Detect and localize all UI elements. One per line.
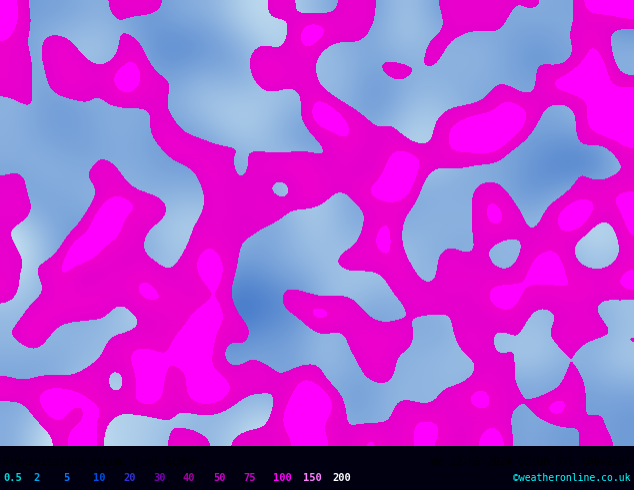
Text: 150: 150 <box>303 473 321 483</box>
Text: 0.5: 0.5 <box>3 473 22 483</box>
Text: 100: 100 <box>273 473 292 483</box>
Text: Precipitation accum. [mm] ECMWF: Precipitation accum. [mm] ECMWF <box>3 457 197 467</box>
Text: 2: 2 <box>33 473 39 483</box>
Text: 75: 75 <box>243 473 256 483</box>
Text: 20: 20 <box>123 473 136 483</box>
Text: 5: 5 <box>63 473 69 483</box>
Text: 40: 40 <box>183 473 195 483</box>
Text: 30: 30 <box>153 473 165 483</box>
Text: We 12-06-2024 00:00 UTC (00+216): We 12-06-2024 00:00 UTC (00+216) <box>431 457 631 467</box>
Text: 10: 10 <box>93 473 106 483</box>
Text: ©weatheronline.co.uk: ©weatheronline.co.uk <box>514 473 631 483</box>
Text: 50: 50 <box>213 473 226 483</box>
Text: 200: 200 <box>333 473 352 483</box>
